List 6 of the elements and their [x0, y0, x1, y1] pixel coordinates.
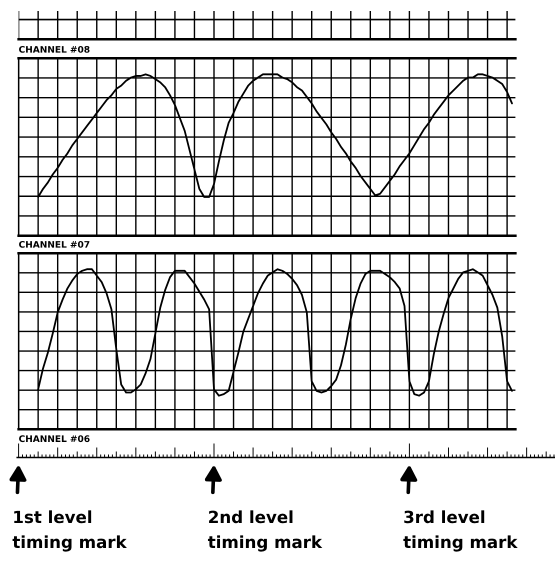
text: 1st level timing mark — [12, 510, 127, 552]
chart-title: CHANNEL #08 — [19, 46, 90, 53]
text: CHANNEL #06 — [19, 435, 90, 442]
text: 2nd level timing mark — [208, 510, 322, 552]
chart-title: CHANNEL #07 — [19, 240, 90, 248]
text: 3rd level timing mark — [403, 510, 518, 552]
